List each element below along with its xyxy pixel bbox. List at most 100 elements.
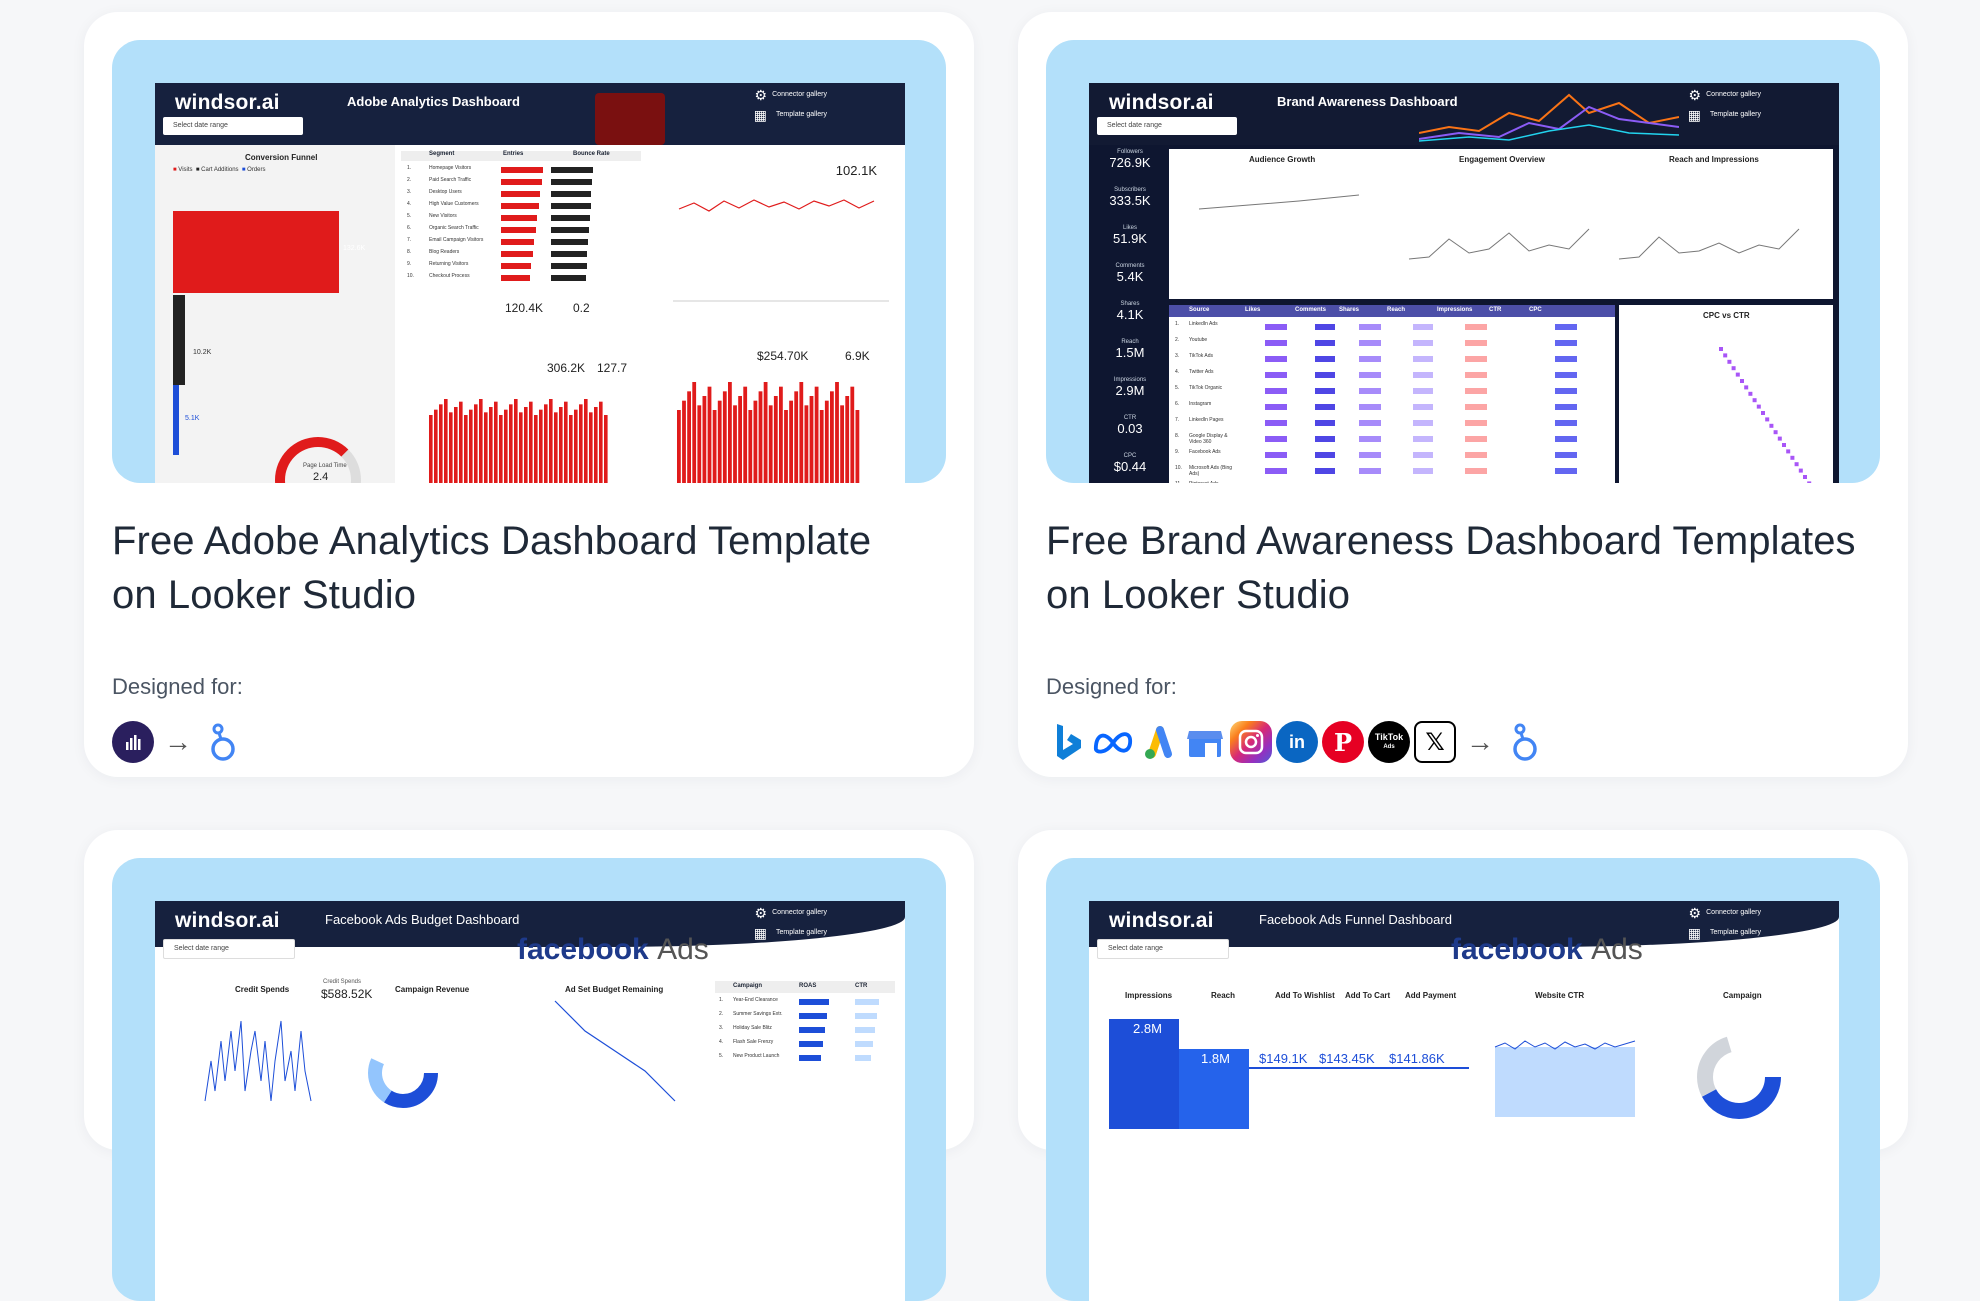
bar	[594, 407, 598, 483]
meta-icon	[1092, 721, 1134, 763]
funnel-metric-label: Add To Wishlist	[1275, 991, 1335, 1000]
bar	[539, 409, 543, 483]
funnel-charts	[1494, 1035, 1781, 1119]
dashboard-title: Brand Awareness Dashboard	[1277, 94, 1458, 109]
kpi-tile: CTR 0.03	[1117, 415, 1143, 436]
x-icon: 𝕏	[1414, 721, 1456, 763]
facebook-ads-brand: facebook Ads	[517, 933, 709, 966]
funnel-bar-cart	[173, 295, 185, 385]
bar	[799, 382, 804, 483]
table-row: 3. TikTok Ads	[1169, 353, 1615, 367]
gear-icon: ⚙	[754, 905, 767, 921]
page-load-value: 2.4	[313, 471, 329, 483]
kpi-tile: Reach 1.5M	[1115, 339, 1145, 360]
scatter-point	[1782, 443, 1786, 447]
bar	[569, 415, 573, 483]
card-title[interactable]: Free Adobe Analytics Dashboard Template …	[112, 519, 872, 617]
bar-chart	[677, 382, 860, 483]
bar	[454, 407, 458, 483]
bar	[564, 401, 568, 483]
scatter-point	[1765, 417, 1770, 422]
dashboard-preview: windsor.ai Brand Awareness Dashboard ⚙ ▦…	[1089, 83, 1839, 483]
table-row: 7. LinkedIn Pages	[1169, 417, 1615, 431]
bar	[589, 412, 593, 483]
bar	[702, 396, 707, 483]
integration-logos: in P TikTok Ads 𝕏 →	[1046, 720, 1546, 764]
panel-title: Credit Spends	[235, 985, 290, 994]
windsor-logo: windsor.ai	[1109, 91, 1214, 114]
windsor-logo: windsor.ai	[1109, 909, 1214, 932]
bar	[850, 386, 855, 483]
template-gallery-link: Template gallery	[776, 111, 827, 118]
table-row: 2. Youtube	[1169, 337, 1615, 351]
dashboard-preview: windsor.ai Facebook Ads Funnel Dashboard…	[1089, 901, 1839, 1301]
funnel-legend: ■ Visits ■ Cart Additions ■ Orders	[173, 167, 266, 173]
kpi-a: 120.4K	[505, 301, 544, 315]
kpi-time-spent: 127.7	[597, 361, 628, 375]
template-thumbnail[interactable]: windsor.ai Adobe Analytics Dashboard ⚙ ▦…	[112, 40, 946, 483]
scatter-point	[1798, 468, 1803, 473]
header-decoration	[595, 93, 665, 145]
template-thumbnail[interactable]: windsor.ai Facebook Ads Funnel Dashboard…	[1046, 858, 1880, 1301]
table-row: 9. Facebook Ads	[1169, 449, 1615, 463]
date-range-select: Select date range	[163, 939, 295, 959]
bar	[753, 400, 758, 483]
table-row: 10. Checkout Process	[401, 273, 641, 284]
panel-title: Audience Growth	[1249, 155, 1316, 164]
template-gallery-link: Template gallery	[776, 929, 827, 936]
funnel-value: 10.2K	[193, 349, 212, 356]
bar	[819, 410, 824, 483]
table-row: 2. Summer Savings Extr.	[715, 1011, 895, 1023]
bar	[559, 407, 563, 483]
grid-icon: ▦	[1687, 925, 1701, 941]
table-row: 1. Homepage Visitors	[401, 165, 641, 176]
bar	[429, 415, 433, 483]
template-card-brand-awareness[interactable]: windsor.ai Brand Awareness Dashboard ⚙ ▦…	[1018, 12, 1908, 777]
connector-gallery-link: Connector gallery	[1706, 909, 1761, 916]
scatter-point	[1719, 347, 1723, 351]
bar	[504, 409, 508, 483]
table-header-cell: Likes	[1245, 307, 1261, 313]
table-row: 1. Year-End Clearance	[715, 997, 895, 1009]
bar	[484, 412, 488, 483]
table-row: 4. High Value Customers	[401, 201, 641, 212]
table-header-cell: Source	[1189, 307, 1210, 313]
table-row: 10. Microsoft Ads (Bing Ads)	[1169, 465, 1615, 479]
bar	[855, 410, 860, 483]
bar	[449, 412, 453, 483]
date-range-select: Select date range	[1097, 939, 1229, 959]
template-card-facebook-budget[interactable]: windsor.ai Facebook Ads Budget Dashboard…	[84, 830, 974, 1301]
template-gallery-link: Template gallery	[1710, 929, 1761, 936]
table-header-cell: Impressions	[1437, 307, 1473, 313]
pageviews-chart: 306.2K 127.7	[401, 345, 641, 483]
funnel-metric-value: $149.1K	[1259, 1051, 1308, 1066]
scatter-point	[1773, 430, 1778, 435]
bar	[738, 396, 742, 483]
funnel-metric-label: Add Payment	[1405, 991, 1457, 1000]
bar	[604, 415, 608, 483]
bar	[499, 415, 503, 483]
scatter-point	[1727, 359, 1732, 364]
bar	[773, 396, 778, 483]
bar	[697, 405, 702, 483]
bar	[534, 415, 538, 483]
bar	[824, 400, 829, 483]
kpi-revenue: $254.70K	[757, 349, 809, 363]
kpi-tile: Followers 726.9K	[1109, 149, 1151, 170]
google-ads-icon	[1138, 721, 1180, 763]
template-card-adobe-analytics[interactable]: windsor.ai Adobe Analytics Dashboard ⚙ ▦…	[84, 12, 974, 777]
card-title[interactable]: Free Brand Awareness Dashboard Templates…	[1046, 519, 1856, 617]
bar	[692, 382, 697, 483]
table-header-cell: CTR	[1489, 307, 1502, 313]
connector-gallery-link: Connector gallery	[772, 909, 827, 916]
template-thumbnail[interactable]: windsor.ai Brand Awareness Dashboard ⚙ ▦…	[1046, 40, 1880, 483]
bar	[809, 396, 814, 483]
template-card-facebook-funnel[interactable]: windsor.ai Facebook Ads Funnel Dashboard…	[1018, 830, 1908, 1301]
template-thumbnail[interactable]: windsor.ai Facebook Ads Budget Dashboard…	[112, 858, 946, 1301]
bar	[763, 382, 768, 483]
panel-title: Campaign Revenue	[395, 985, 470, 994]
scatter-point	[1748, 391, 1753, 396]
credit-spends-value: $588.52K	[321, 987, 373, 1001]
bar	[574, 409, 578, 483]
page-load-gauge	[275, 437, 361, 483]
